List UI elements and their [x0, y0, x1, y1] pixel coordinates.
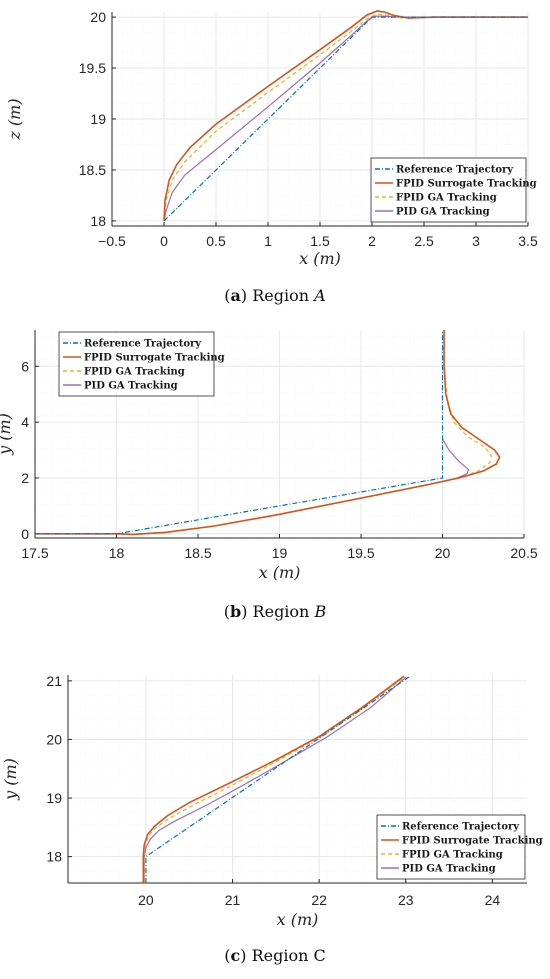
- x-tick-label: −0.5: [98, 233, 126, 249]
- caption-region-a: (a) Region A: [224, 286, 326, 305]
- legend-label: Reference Trajectory: [84, 339, 202, 350]
- x-tick-label: 18: [109, 545, 125, 561]
- y-tick-label: 19.5: [79, 60, 106, 76]
- legend: Reference Trajectory FPID Surrogate Track…: [58, 331, 225, 397]
- x-axis-label: x (m): [259, 563, 301, 582]
- y-tick-label: 18.5: [79, 162, 106, 178]
- y-axis-label: y (m): [1, 758, 20, 801]
- legend-label: FPID GA Tracking: [396, 193, 497, 204]
- legend-label: FPID Surrogate Tracking: [396, 179, 537, 190]
- series-line-fpid-ga-tracking: [35, 330, 493, 536]
- x-tick-label: 3: [472, 233, 480, 249]
- y-tick-label: 20: [46, 731, 62, 747]
- x-tick-label: 20: [138, 892, 154, 908]
- legend-label: FPID Surrogate Tracking: [84, 353, 225, 364]
- x-axis-label: x (m): [277, 910, 319, 929]
- x-tick-label: 20.5: [510, 545, 537, 561]
- x-axis-label: x (m): [299, 249, 341, 268]
- legend-box: [370, 157, 527, 223]
- series-line-fpid-surrogate-tracking: [163, 10, 528, 221]
- series-line-reference-trajectory: [163, 16, 528, 222]
- caption-region-b: (b) Region B: [223, 602, 327, 621]
- x-tick-label: 1.5: [310, 233, 330, 249]
- x-tick-label: 23: [398, 892, 414, 908]
- chart-region-b: 17.5 18 18.5 19 19.5 20 20.5 0 2 4 6 x (m) y (m) Refe…: [0, 330, 538, 582]
- series-line-fpid-ga-tracking: [163, 13, 528, 221]
- y-tick-label: 19: [90, 111, 106, 127]
- series-line-fpid-ga-tracking: [143, 676, 406, 883]
- chart-region-a: −0.5 0 0.5 1 1.5 2 2.5 3 3.5 18 18.5 19 19.5 20 x (m) z…: [5, 9, 538, 268]
- x-tick-label: 17.5: [21, 545, 48, 561]
- y-tick-label: 2: [21, 470, 29, 486]
- x-tick-label: 2.5: [414, 233, 434, 249]
- series-line-fpid-surrogate-tracking: [142, 675, 405, 883]
- legend-label: FPID GA Tracking: [402, 850, 503, 861]
- x-tick-label: 3.5: [518, 233, 538, 249]
- x-tick-label: 22: [311, 892, 327, 908]
- y-tick-label: 19: [46, 790, 62, 806]
- y-axis-label: y (m): [0, 413, 14, 456]
- legend-box: [58, 331, 215, 397]
- y-tick-label: 18: [90, 213, 106, 229]
- legend-label: Reference Trajectory: [402, 822, 520, 833]
- series-line-pid-ga-tracking: [143, 676, 407, 883]
- y-tick-label: 6: [21, 358, 29, 374]
- legend-label: FPID Surrogate Tracking: [402, 836, 543, 847]
- y-tick-label: 0: [21, 526, 29, 542]
- x-tick-label: 2: [368, 233, 376, 249]
- legend: Reference Trajectory FPID Surrogate Track…: [370, 157, 537, 223]
- x-tick-label: 21: [225, 892, 241, 908]
- y-tick-label: 4: [21, 414, 29, 430]
- y-tick-label: 21: [46, 673, 62, 689]
- x-tick-label: 24: [485, 892, 501, 908]
- legend-label: FPID GA Tracking: [84, 367, 185, 378]
- chart-region-c: 20 21 22 23 24 18 19 20 21 x (m) y (m) Reference Tr…: [1, 673, 543, 929]
- legend-label: PID GA Tracking: [84, 381, 178, 392]
- y-tick-label: 18: [46, 849, 62, 865]
- x-tick-label: 20: [435, 545, 451, 561]
- legend-box: [376, 814, 526, 880]
- x-tick-label: 18.5: [184, 545, 211, 561]
- x-tick-label: 19.5: [347, 545, 374, 561]
- series-line-reference-trajectory: [35, 330, 444, 535]
- x-tick-label: 0: [160, 233, 168, 249]
- legend-label: PID GA Tracking: [396, 207, 490, 218]
- caption-region-c: (c) Region C: [224, 946, 326, 965]
- x-tick-label: 0.5: [206, 233, 226, 249]
- x-tick-label: 1: [264, 233, 272, 249]
- y-axis-label: z (m): [5, 98, 24, 140]
- legend-label: Reference Trajectory: [396, 165, 514, 176]
- legend: Reference Trajectory FPID Surrogate Track…: [376, 814, 543, 880]
- y-tick-label: 20: [90, 9, 106, 25]
- series-line-fpid-surrogate-tracking: [35, 330, 501, 536]
- legend-label: PID GA Tracking: [402, 864, 496, 875]
- x-tick-label: 19: [272, 545, 288, 561]
